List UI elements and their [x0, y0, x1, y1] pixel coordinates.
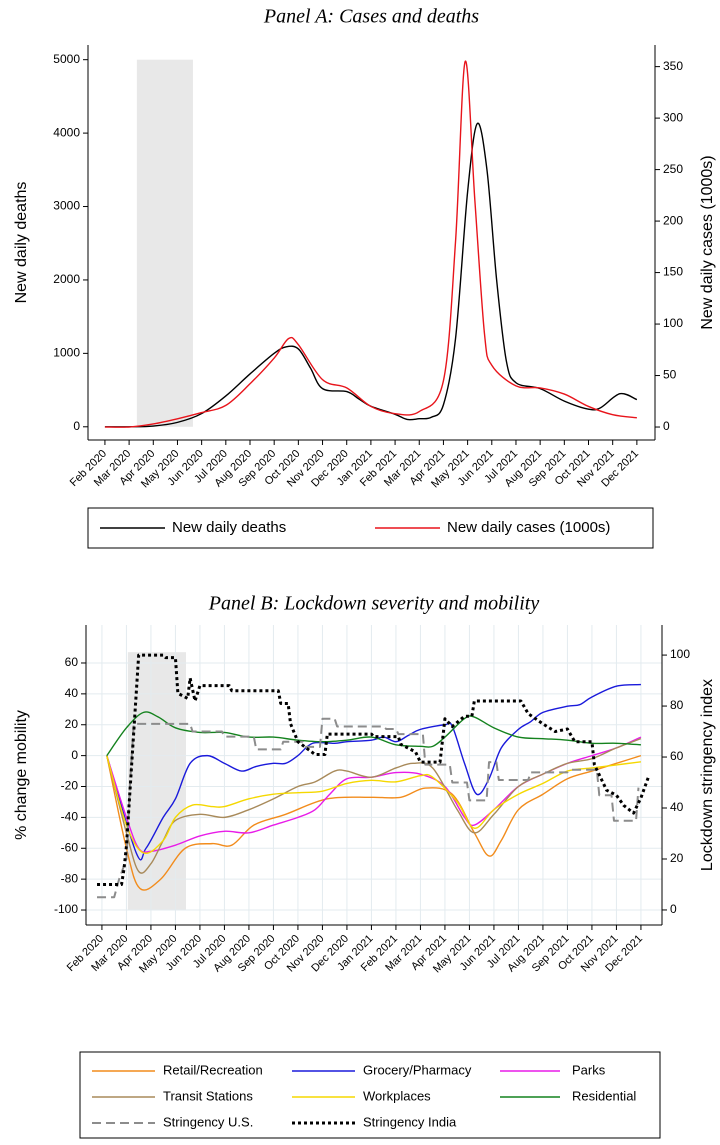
legend-label: Stringency India	[363, 1114, 457, 1129]
y2-tick-label: 100	[670, 647, 690, 661]
legend-label: Grocery/Pharmacy	[363, 1062, 472, 1077]
y2-tick-label: 50	[663, 368, 677, 382]
y2-tick-label: 20	[670, 851, 684, 865]
lockdown-shade	[136, 59, 193, 427]
legend-label: Retail/Recreation	[163, 1062, 263, 1077]
legend-box	[87, 507, 654, 549]
chart-title: Panel A: Cases and deaths	[263, 6, 479, 28]
y-tick-label: -60	[61, 840, 79, 854]
y2-axis-title: New daily cases (1000s)	[699, 155, 716, 329]
series-line	[104, 122, 638, 428]
y2-tick-label: 60	[670, 749, 684, 763]
y2-tick-label: 80	[670, 698, 684, 712]
y-tick-label: 2000	[53, 272, 80, 286]
y-tick-label: -20	[61, 779, 79, 793]
y2-tick-label: 200	[663, 213, 683, 227]
series-line	[106, 755, 642, 855]
legend-box	[79, 1051, 661, 1139]
y2-tick-label: 0	[663, 419, 670, 433]
y-axis-title: % change mobility	[13, 710, 30, 840]
series-line	[106, 754, 642, 891]
y2-tick-label: 0	[670, 902, 677, 916]
legend-label: Residential	[572, 1088, 636, 1103]
y-tick-label: 3000	[53, 199, 80, 213]
legend-label: Parks	[572, 1062, 606, 1077]
series-line	[97, 717, 640, 899]
y2-tick-label: 350	[663, 59, 683, 73]
legend-label: New daily cases (1000s)	[447, 519, 610, 536]
y2-axis-title: Lockdown stringency index	[699, 679, 716, 871]
y-axis-title: New daily deaths	[13, 182, 30, 304]
lockdown-shade	[127, 652, 186, 911]
series-line	[97, 653, 650, 886]
y2-tick-label: 100	[663, 316, 683, 330]
y-tick-label: 20	[65, 717, 79, 731]
y-tick-label: 1000	[53, 346, 80, 360]
y-tick-label: 40	[65, 686, 79, 700]
y2-tick-label: 250	[663, 162, 683, 176]
legend-label: Transit Stations	[163, 1088, 253, 1103]
y-tick-label: 4000	[53, 125, 80, 139]
chart-title: Panel B: Lockdown severity and mobility	[208, 593, 540, 615]
legend-label: New daily deaths	[172, 519, 286, 536]
series-line	[104, 60, 637, 428]
y-tick-label: 0	[73, 419, 80, 433]
legend-label: Workplaces	[363, 1088, 431, 1103]
legend-label: Stringency U.S.	[163, 1114, 253, 1129]
y-tick-label: -80	[61, 871, 79, 885]
series-line	[106, 711, 641, 757]
y-tick-label: 60	[65, 655, 79, 669]
y-tick-label: 5000	[53, 52, 80, 66]
y-tick-label: -40	[61, 810, 79, 824]
y2-tick-label: 150	[663, 265, 683, 279]
y2-tick-label: 300	[663, 110, 683, 124]
y-tick-label: -100	[54, 902, 78, 916]
y-tick-label: 0	[71, 748, 78, 762]
y2-tick-label: 40	[670, 800, 684, 814]
